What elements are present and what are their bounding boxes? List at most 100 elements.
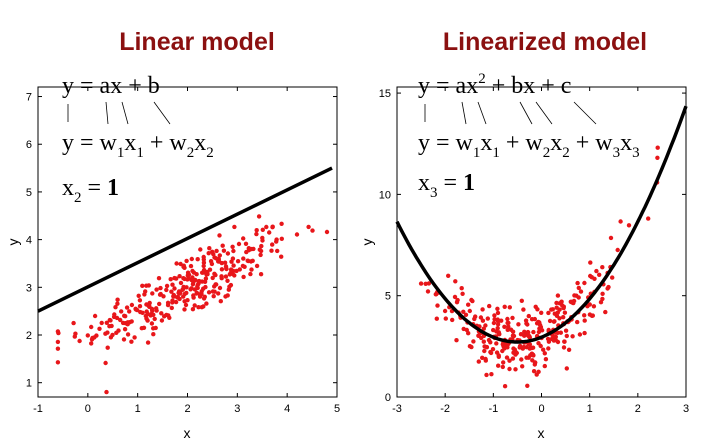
- data-point: [524, 355, 529, 360]
- data-point: [570, 334, 575, 339]
- data-point: [119, 309, 124, 314]
- data-point: [478, 315, 484, 320]
- data-point: [150, 291, 155, 296]
- data-point: [217, 253, 222, 258]
- data-point: [610, 275, 615, 280]
- data-point: [490, 347, 496, 352]
- data-point: [172, 294, 177, 299]
- data-point: [564, 333, 569, 339]
- data-point: [553, 334, 558, 339]
- data-point: [149, 321, 155, 326]
- data-point: [219, 276, 224, 281]
- data-point: [181, 276, 186, 281]
- data-point: [90, 335, 95, 341]
- data-point: [89, 341, 94, 346]
- data-point: [608, 235, 614, 241]
- data-point: [435, 303, 440, 308]
- data-point: [577, 332, 583, 337]
- data-point: [180, 287, 185, 292]
- data-point: [216, 291, 221, 296]
- x-tick-label: -1: [488, 403, 498, 415]
- data-point: [561, 345, 567, 350]
- data-point: [159, 311, 164, 316]
- data-point: [177, 296, 182, 302]
- data-point: [655, 145, 660, 150]
- data-point: [618, 219, 623, 224]
- data-point: [186, 276, 191, 281]
- right-chart-title: Linearized model: [443, 28, 647, 56]
- data-point: [105, 345, 110, 350]
- data-point: [487, 303, 492, 309]
- data-point: [164, 287, 169, 293]
- data-point: [213, 272, 218, 278]
- data-point: [502, 384, 508, 389]
- data-point: [582, 330, 587, 336]
- data-point: [485, 316, 490, 321]
- data-point: [230, 244, 235, 249]
- data-point: [197, 278, 202, 284]
- data-point: [201, 263, 206, 269]
- data-point: [104, 389, 109, 395]
- data-point: [310, 228, 315, 233]
- data-point: [227, 284, 232, 289]
- data-point: [115, 301, 120, 306]
- y-tick-label: 3: [26, 282, 32, 294]
- data-point: [563, 328, 569, 333]
- data-point: [525, 322, 530, 327]
- data-point: [169, 305, 174, 311]
- data-point: [167, 315, 172, 320]
- left-x-ticks: -1 0 1 2 3 4 5: [33, 87, 340, 415]
- data-point: [655, 155, 660, 160]
- data-point: [508, 327, 514, 332]
- data-point: [145, 340, 151, 345]
- data-point: [107, 324, 112, 329]
- left-chart-title: Linear model: [119, 28, 275, 56]
- data-point: [516, 322, 521, 327]
- data-point: [531, 329, 536, 335]
- data-point: [484, 372, 489, 378]
- data-point: [234, 268, 239, 274]
- data-point: [170, 282, 175, 287]
- data-point: [537, 322, 543, 328]
- data-point: [552, 311, 557, 316]
- data-point: [161, 294, 166, 299]
- data-point: [183, 302, 189, 308]
- left-equation-2: y = w1x1 + w2x2: [62, 130, 214, 161]
- data-point: [566, 347, 572, 352]
- right-fit-curve: [395, 105, 688, 344]
- data-point: [151, 332, 156, 337]
- data-point: [118, 317, 123, 323]
- data-point: [626, 223, 632, 228]
- left-x-axis-label: x: [184, 425, 191, 441]
- data-point: [587, 302, 592, 307]
- data-point: [483, 323, 488, 328]
- data-point: [480, 307, 485, 312]
- data-point: [526, 313, 531, 319]
- data-point: [105, 330, 110, 335]
- data-point: [481, 339, 486, 344]
- data-point: [172, 286, 177, 291]
- data-point: [169, 289, 174, 294]
- data-point: [505, 327, 510, 332]
- left-eq1-text: y = ax + b: [62, 73, 160, 99]
- data-point: [476, 359, 481, 364]
- data-point: [241, 256, 246, 261]
- left-y-axis-label: y: [5, 239, 21, 246]
- data-point: [546, 310, 551, 316]
- data-point: [182, 291, 187, 297]
- data-point: [56, 330, 61, 336]
- data-point: [133, 307, 139, 312]
- data-point: [97, 326, 102, 331]
- data-point: [206, 290, 212, 295]
- data-point: [562, 339, 567, 344]
- data-point: [232, 273, 237, 278]
- data-point: [463, 312, 469, 317]
- data-point: [443, 316, 448, 321]
- data-point: [294, 232, 300, 237]
- data-point: [532, 316, 537, 322]
- data-point: [480, 355, 485, 360]
- x-tick-label: -3: [392, 403, 402, 415]
- data-point: [241, 274, 246, 280]
- data-point: [241, 236, 246, 241]
- right-x-ticks: -3 -2 -1 0 1 2 3: [392, 87, 689, 415]
